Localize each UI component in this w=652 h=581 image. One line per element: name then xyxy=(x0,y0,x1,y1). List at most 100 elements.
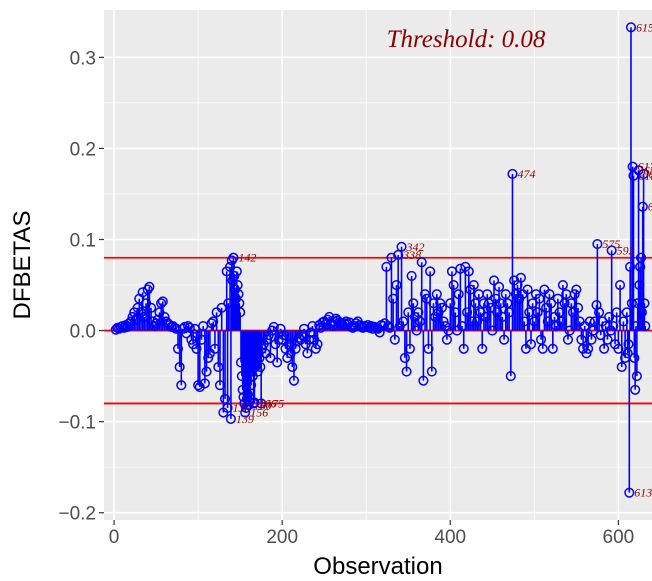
data-point xyxy=(174,361,185,373)
y-tick-label: 0.0 xyxy=(70,322,96,343)
y-tick-label: 0.1 xyxy=(70,231,96,252)
data-point xyxy=(593,307,605,318)
data-point xyxy=(527,298,538,309)
data-point xyxy=(196,334,207,345)
data-point xyxy=(249,397,260,408)
point-label: 135 xyxy=(233,401,251,415)
data-point xyxy=(383,320,394,332)
data-point xyxy=(556,316,567,327)
point-label: 615 xyxy=(636,20,652,34)
data-point xyxy=(184,322,195,333)
point-label: 142 xyxy=(238,251,256,265)
data-point xyxy=(472,316,483,327)
data-point xyxy=(522,284,533,295)
data-point xyxy=(287,361,298,373)
data-point xyxy=(532,307,543,318)
data-point xyxy=(544,289,555,300)
data-point xyxy=(628,170,639,181)
data-point xyxy=(571,284,582,295)
data-point xyxy=(504,307,515,318)
data-point xyxy=(302,348,313,359)
data-point xyxy=(631,371,642,382)
data-point xyxy=(507,168,518,179)
data-point xyxy=(246,380,257,391)
data-point xyxy=(562,334,574,345)
point-label: 629 xyxy=(648,200,652,214)
data-point xyxy=(584,316,595,327)
data-point xyxy=(445,298,456,309)
data-point xyxy=(426,366,437,377)
data-point xyxy=(621,307,632,318)
data-point xyxy=(438,316,449,327)
point-label: 338 xyxy=(402,248,421,262)
y-tick-label: 0.3 xyxy=(70,48,96,69)
data-point xyxy=(414,316,426,327)
data-point xyxy=(456,320,468,332)
data-point xyxy=(213,361,224,373)
data-point xyxy=(176,380,187,391)
data-point xyxy=(304,334,315,345)
data-point xyxy=(559,298,570,309)
data-point xyxy=(312,339,323,350)
data-point xyxy=(630,384,641,395)
data-point xyxy=(608,320,619,332)
grid-lines xyxy=(104,10,652,520)
data-point xyxy=(157,296,168,307)
point-label: 156 xyxy=(250,406,268,420)
data-point xyxy=(502,298,513,309)
data-point xyxy=(231,266,242,277)
data-point xyxy=(623,339,634,350)
data-point xyxy=(453,289,464,300)
data-point xyxy=(534,293,545,304)
data-point xyxy=(401,366,412,377)
data-point xyxy=(515,272,526,283)
data-point xyxy=(639,298,650,309)
data-point xyxy=(505,371,516,382)
point-label: 630 xyxy=(649,167,652,181)
x-tick-label: 600 xyxy=(603,527,635,548)
threshold-label: Threshold: 0.08 xyxy=(387,26,546,53)
point-label: 342 xyxy=(406,240,425,254)
data-point xyxy=(186,334,197,345)
data-point xyxy=(191,343,202,354)
data-point xyxy=(139,311,150,322)
data-point xyxy=(172,343,184,354)
data-point xyxy=(235,307,246,318)
y-tick-label: −0.1 xyxy=(58,413,96,434)
data-point xyxy=(595,330,606,341)
data-point xyxy=(416,257,427,268)
point-label: 624 xyxy=(644,163,652,177)
plot-panel xyxy=(104,10,652,520)
data-point xyxy=(389,334,400,345)
data-point xyxy=(393,249,404,261)
data-point xyxy=(458,343,469,354)
data-point xyxy=(448,279,459,291)
data-point xyxy=(181,328,192,339)
data-point xyxy=(146,302,157,313)
data-point xyxy=(208,316,219,327)
data-point xyxy=(586,334,597,345)
point-label: 618 xyxy=(639,169,652,183)
data-point xyxy=(557,279,568,291)
data-point xyxy=(137,287,148,298)
data-point xyxy=(625,22,637,33)
data-point xyxy=(428,298,439,309)
data-point xyxy=(546,298,557,309)
data-point xyxy=(235,357,247,368)
data-point xyxy=(388,293,399,304)
data-point xyxy=(423,343,434,354)
data-point xyxy=(519,316,530,327)
data-point xyxy=(478,298,489,309)
x-tick-label: 400 xyxy=(434,527,466,548)
data-point xyxy=(552,293,563,304)
data-point xyxy=(588,325,599,336)
data-point xyxy=(125,316,136,327)
data-point xyxy=(225,261,236,272)
data-point xyxy=(488,275,500,286)
data-point xyxy=(398,316,409,327)
data-point xyxy=(411,325,422,336)
data-point xyxy=(262,334,273,345)
point-label: 160 xyxy=(254,398,272,412)
data-point xyxy=(483,298,494,309)
data-point xyxy=(482,289,493,300)
